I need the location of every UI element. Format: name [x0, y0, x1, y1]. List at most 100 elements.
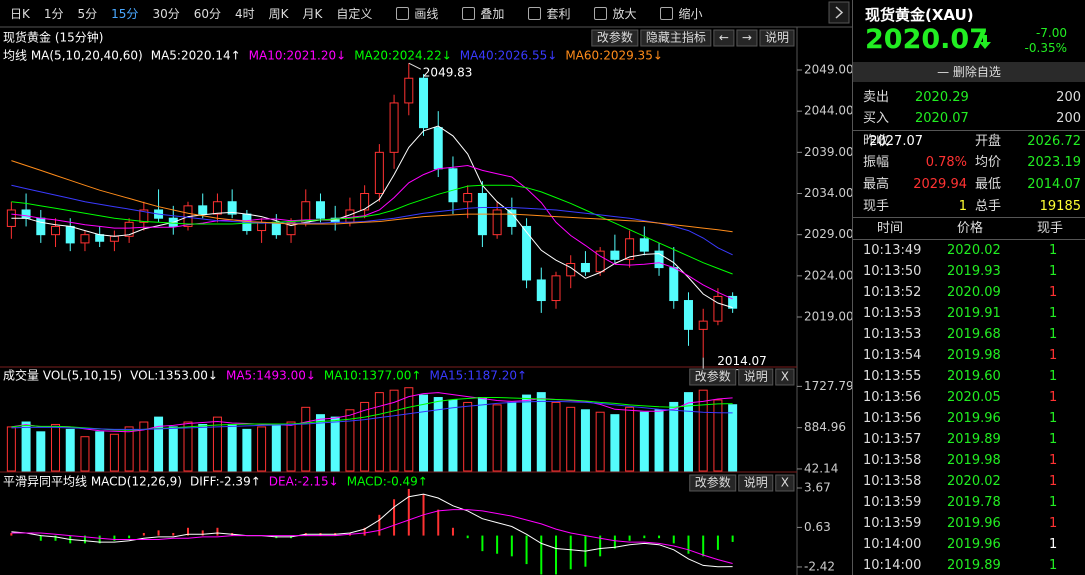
trade-price: 2019.89 [947, 432, 1001, 447]
label: 最低 [975, 177, 1002, 192]
toolbar-item[interactable]: 1分 [43, 6, 64, 21]
button-box [759, 29, 795, 47]
value: 19185 [1039, 199, 1081, 214]
candle-body [374, 151, 384, 195]
trade-header: 时间 价格 现手 [853, 218, 1085, 239]
trade-time: 10:14:00 [863, 558, 922, 573]
candle-body [360, 193, 370, 211]
trade-price: 2020.02 [947, 474, 1001, 489]
candle-body [522, 225, 532, 281]
trade-size: 1 [1049, 516, 1058, 531]
toolbar-button[interactable]: X [775, 368, 795, 386]
volume-bar [698, 389, 708, 472]
volume-bar [257, 426, 267, 472]
value: 2014.07 [1027, 177, 1081, 192]
trade-size: 1 [1049, 264, 1058, 279]
remove-favorite-button[interactable]: — 删除自选 [853, 62, 1085, 82]
trade-row: 10:13:57 2019.89 1 [853, 429, 1085, 450]
toolbar-button[interactable]: 改参数 [689, 368, 737, 386]
chart-title: 现货黄金 (15分钟) [3, 30, 103, 45]
toolbar-button[interactable]: → [736, 29, 758, 47]
y-tick-label: 884.96 [804, 420, 846, 434]
stat-row: 昨收 2027.07 开盘 2026.72 [853, 131, 1085, 152]
volume-bar [51, 423, 61, 472]
trade-row: 10:13:52 2020.09 1 [853, 282, 1085, 303]
trade-time: 10:13:53 [863, 306, 922, 321]
candle-body [301, 201, 311, 223]
price: 2020.07 [915, 111, 969, 126]
legend-label: MA40:2026.55↓ [460, 49, 558, 63]
candle-body [610, 250, 620, 260]
toolbar-button[interactable]: 改参数 [591, 29, 639, 47]
y-tick-label: 1727.79 [804, 379, 852, 393]
toolbar-item[interactable]: 周K [268, 6, 289, 21]
toolbar-button[interactable]: ← [713, 29, 735, 47]
candle-body [463, 193, 473, 203]
volume-bar [580, 409, 590, 472]
toolbar-next[interactable] [828, 1, 850, 24]
toolbar-item[interactable]: 放大 [612, 6, 637, 21]
candle-body [36, 217, 46, 236]
quote-title: 现货黄金(XAU) [865, 6, 974, 24]
toolbar-item[interactable]: 15分 [111, 6, 139, 21]
trade-size: 1 [1049, 306, 1058, 321]
toolbar-button[interactable]: 改参数 [689, 474, 737, 492]
tool-icon [462, 6, 476, 20]
toolbar-button[interactable]: 隐藏主指标 [640, 29, 712, 47]
trade-price: 2020.05 [947, 390, 1001, 405]
button-box [713, 29, 735, 47]
value: 0.78% [925, 155, 967, 170]
toolbar-item[interactable]: 日K [10, 6, 30, 21]
toolbar-item[interactable]: 月K [302, 6, 323, 21]
y-tick-label: 2029.00 [804, 227, 852, 241]
toolbar-item[interactable]: 30分 [152, 6, 180, 21]
stat-row: 振幅 0.78% 均价 2023.19 [853, 152, 1085, 173]
candle-body [198, 205, 208, 215]
candle-body [654, 250, 664, 269]
volume-bar [463, 401, 473, 472]
legend-label: MA15:1187.20↑ [429, 369, 527, 383]
candle-body [80, 234, 90, 244]
toolbar-item[interactable]: 画线 [414, 6, 439, 21]
button-label: 改参数 [695, 369, 731, 384]
trade-size: 1 [1049, 495, 1058, 510]
change-value: -7.00 [1035, 26, 1067, 40]
volume-bar [639, 411, 649, 472]
legend-label: MA60:2029.35↓ [565, 49, 663, 63]
toolbar-item[interactable]: 5分 [77, 6, 98, 21]
candle-body [124, 221, 134, 237]
button-box [775, 474, 795, 492]
toolbar-item[interactable]: 套利 [546, 6, 571, 21]
candle-body [551, 275, 561, 302]
toolbar-button[interactable]: 说明 [738, 474, 774, 492]
toolbar-button[interactable]: 说明 [738, 368, 774, 386]
legend-label: VOL:1353.00↓ [130, 369, 218, 383]
y-tick-label: 2039.00 [804, 145, 852, 159]
candle-body [51, 225, 61, 236]
button-label: 说明 [765, 30, 789, 45]
trade-time: 10:13:55 [863, 369, 922, 384]
volume-bar [301, 406, 311, 472]
toolbar-item[interactable]: 缩小 [678, 6, 703, 21]
toolbar-item[interactable]: 叠加 [480, 6, 505, 21]
volume-bar [242, 428, 252, 472]
toolbar-button[interactable]: 说明 [759, 29, 795, 47]
trade-time: 10:13:56 [863, 411, 922, 426]
quote-panel: 现货黄金(XAU) 2020.07 -7.00 -0.35% — 删除自选 卖出 … [852, 0, 1085, 575]
trade-size: 1 [1049, 327, 1058, 342]
volume-bar [595, 411, 605, 472]
toolbar-item[interactable]: 4时 [235, 6, 255, 21]
legend-label: MA5:2020.14↑ [151, 49, 241, 63]
volume-bar [183, 421, 193, 472]
volume-bar [610, 414, 620, 472]
trade-time: 10:13:53 [863, 327, 922, 342]
legend-label: 平滑异同平均线 MACD(12,26,9) [3, 475, 182, 489]
volume-bar [65, 428, 75, 472]
toolbar-item[interactable]: 60分 [193, 6, 221, 21]
toolbar-button[interactable]: X [775, 474, 795, 492]
ma-line [11, 493, 733, 568]
trade-time: 10:13:58 [863, 453, 922, 468]
trade-row: 10:13:56 2020.05 1 [853, 387, 1085, 408]
label: 总手 [975, 199, 1002, 214]
toolbar-item[interactable]: 自定义 [336, 6, 373, 21]
